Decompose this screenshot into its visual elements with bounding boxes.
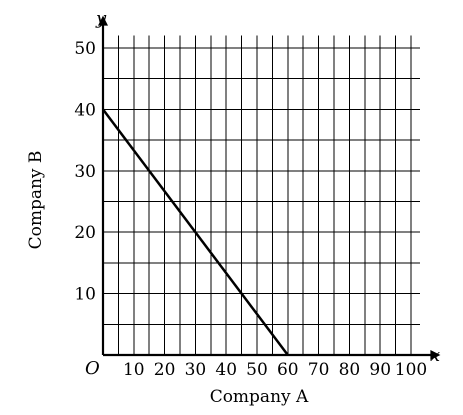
x-tick-label: 60 [277, 360, 299, 380]
tick-labels: 10 20 30 40 50 60 70 80 90 100 10 20 30 40 50 [74, 39, 427, 380]
x-axis-arrowhead [430, 350, 441, 360]
y-axis-variable: y [95, 8, 107, 29]
y-tick-label: 20 [74, 223, 96, 243]
y-tick-label: 50 [74, 39, 96, 59]
x-axis-variable: x [430, 345, 440, 366]
x-tick-label: 30 [185, 360, 207, 380]
y-tick-label: 40 [74, 100, 96, 120]
grid [103, 35, 421, 355]
x-tick-label: 70 [308, 360, 330, 380]
x-tick-label: 80 [339, 360, 361, 380]
x-tick-label: 50 [246, 360, 268, 380]
x-tick-label: 100 [395, 360, 427, 380]
y-tick-label: 30 [74, 162, 96, 182]
x-tick-label: 90 [369, 360, 391, 380]
y-tick-label: 10 [74, 285, 96, 305]
axes [98, 15, 441, 360]
origin-label: O [85, 358, 100, 379]
y-axis-title: Company B [26, 151, 46, 250]
x-tick-label: 20 [154, 360, 176, 380]
x-axis-title: Company A [210, 387, 309, 407]
x-tick-label: 40 [215, 360, 237, 380]
series-line [102, 108, 289, 356]
x-tick-label: 10 [123, 360, 145, 380]
y-axis-arrowhead [98, 15, 108, 26]
series-layer [102, 108, 289, 356]
